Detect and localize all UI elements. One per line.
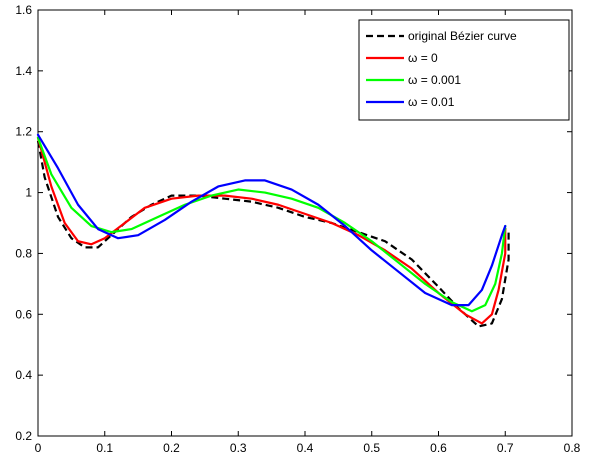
y-tick-label: 0.8 — [15, 246, 32, 260]
y-tick-label: 0.6 — [15, 307, 32, 321]
series-line-0 — [36, 140, 510, 328]
x-tick-label: 0.2 — [163, 441, 180, 455]
y-tick-label: 1.2 — [15, 125, 32, 139]
axis-ticks: 0 0.1 0.2 0.3 0.4 0.5 0.6 0.7 0.8 0.2 0.4 0.6 0.8 1 1.… — [15, 3, 580, 455]
series-layer — [36, 133, 510, 328]
x-tick-label: 0 — [35, 441, 42, 455]
series-line-1 — [36, 136, 507, 325]
x-tick-label: 0.5 — [363, 441, 380, 455]
x-tick-label: 0.1 — [96, 441, 113, 455]
x-tick-label: 0.3 — [230, 441, 247, 455]
y-tick-label: 1.4 — [15, 64, 32, 78]
y-tick-label: 1 — [25, 186, 32, 200]
legend-label-1: ω = 0 — [408, 51, 438, 65]
x-tick-label: 0.7 — [497, 441, 514, 455]
y-tick-label: 0.2 — [15, 429, 32, 443]
x-tick-label: 0.4 — [297, 441, 314, 455]
legend-label-0: original Bézier curve — [408, 29, 517, 43]
x-tick-label: 0.6 — [430, 441, 447, 455]
series-line-2 — [36, 136, 507, 313]
legend-label-2: ω = 0.001 — [408, 73, 461, 87]
y-tick-label: 1.6 — [15, 3, 32, 17]
x-tick-label: 0.8 — [564, 441, 581, 455]
legend: original Bézier curve ω = 0 ω = 0.001 ω = 0… — [358, 19, 570, 121]
legend-label-3: ω = 0.01 — [408, 95, 455, 109]
y-tick-label: 0.4 — [15, 368, 32, 382]
series-line-3 — [36, 133, 507, 307]
